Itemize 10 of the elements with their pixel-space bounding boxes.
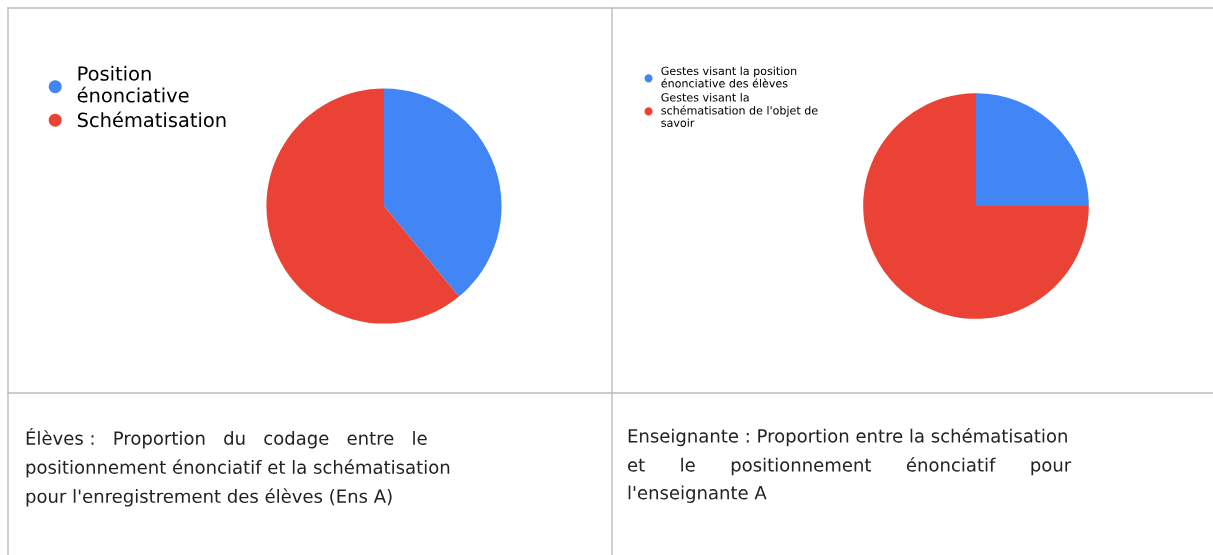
text: Élèves : Proportion du codage entre le positionnement énonciatif et la schématisation pour l'enregistrement des élèves (Ens A) [26,428,450,507]
legend-label: Gestes visant la position énonciative des élèves [661,66,797,88]
pie-slice [266,88,459,324]
text: Enseignante : Proportion entre la schématisation et le positionnement énonciatif pour l'enseignante A [628,428,1072,503]
legend-label: Gestes visant la schématisation de l'objet de savoir [661,92,818,127]
pie-slice [976,93,1089,206]
pie-slice [384,88,502,297]
legend-label: Schématisation [77,111,226,128]
legend-label: Position énonciative [77,65,189,103]
pie-slice [863,93,1089,319]
